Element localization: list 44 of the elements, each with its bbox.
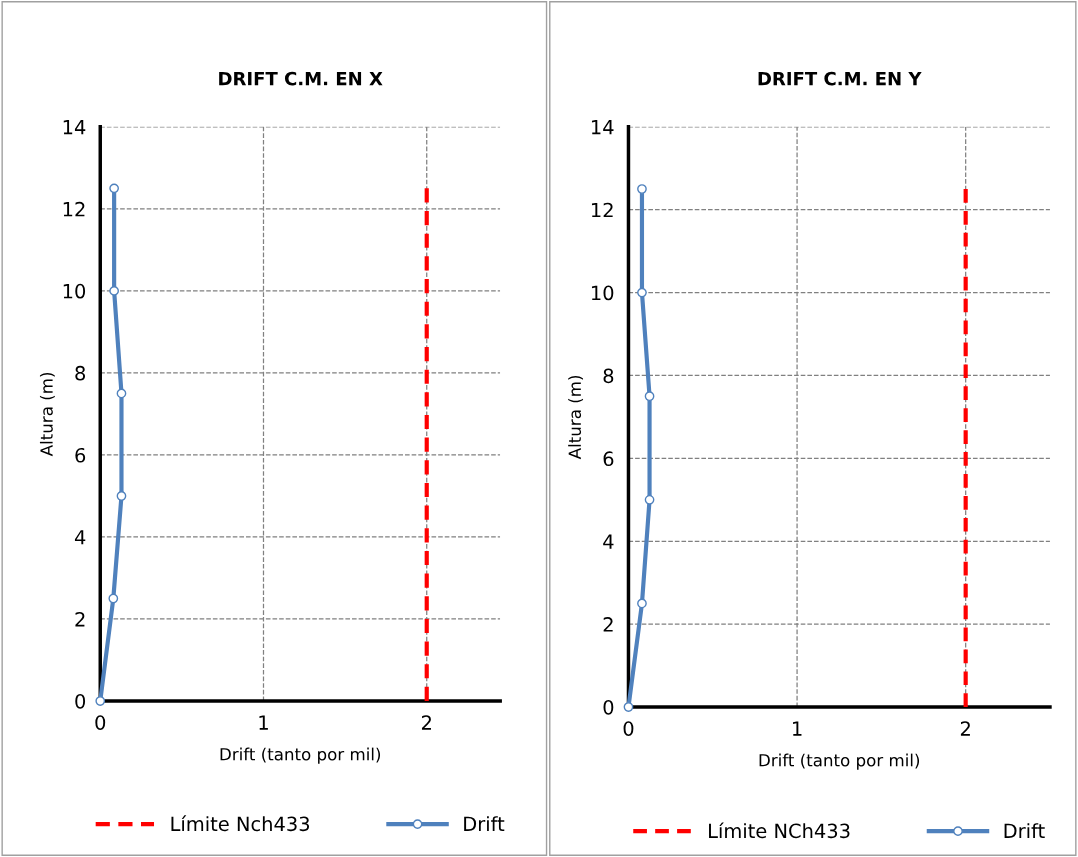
y-tick-label: 8 <box>603 368 614 384</box>
x-tick-label: 1 <box>793 721 802 736</box>
point <box>95 696 106 706</box>
y-tick-label: 2 <box>75 611 85 627</box>
y-tick-label: 8 <box>75 365 86 381</box>
x-tick-label: 0 <box>623 721 634 736</box>
y-tick-label: 10 <box>63 283 86 299</box>
point <box>108 593 119 604</box>
point <box>644 391 655 402</box>
point <box>637 598 647 609</box>
point <box>637 287 647 298</box>
x-tick-label: 1 <box>259 715 268 730</box>
y-tick-label: 12 <box>591 202 613 218</box>
x-axis-title: Drift (tanto por mil) <box>759 753 920 770</box>
y-tick-label: 6 <box>75 447 86 463</box>
point <box>644 494 655 505</box>
legend-label: Límite NCh433 <box>709 822 850 839</box>
y-tick-label: 14 <box>591 120 614 135</box>
chart-title: DRIFT C.M. EN X <box>219 71 383 86</box>
legend-label: Drift <box>464 816 505 831</box>
legend-label: Límite Nch433 <box>171 815 310 832</box>
x-axis-title: Drift (tanto por mil) <box>220 747 381 764</box>
point <box>116 388 127 399</box>
y-tick-label: 14 <box>63 120 86 135</box>
y-tick-label: 0 <box>603 699 614 715</box>
chart-title: DRIFT C.M. EN Y <box>758 71 922 86</box>
x-tick-label: 2 <box>421 715 431 730</box>
y-tick-label: 0 <box>75 693 86 709</box>
point <box>637 184 647 194</box>
x-tick-label: 0 <box>95 715 106 730</box>
point <box>623 702 634 712</box>
point <box>109 183 119 194</box>
y-tick-label: 4 <box>603 534 614 549</box>
y-tick-label: 12 <box>63 201 85 217</box>
y-axis-title: Altura (m) <box>568 375 584 460</box>
x-tick-label: 2 <box>960 721 970 736</box>
y-axis-title: Altura (m) <box>39 372 55 457</box>
legend-label: Drift <box>1004 823 1045 838</box>
y-tick-label: 10 <box>591 285 614 301</box>
point <box>116 491 127 501</box>
y-tick-label: 2 <box>603 617 613 632</box>
y-tick-label: 4 <box>74 530 86 545</box>
y-tick-label: 6 <box>603 451 614 467</box>
point <box>109 286 119 296</box>
